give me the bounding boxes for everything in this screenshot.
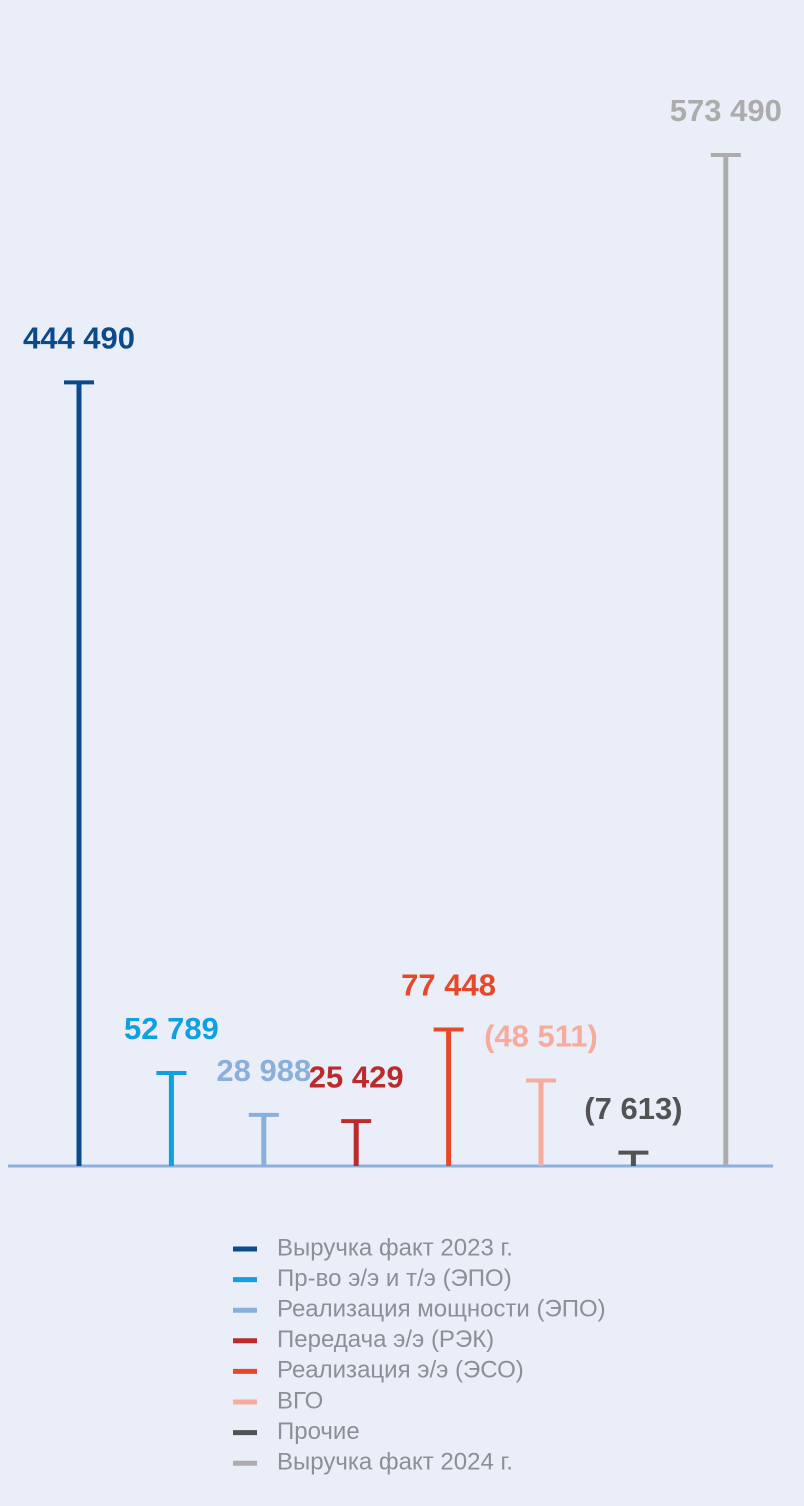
legend-text: Прочие bbox=[277, 1418, 360, 1445]
legend-text: Передача э/э (РЭК) bbox=[277, 1326, 494, 1353]
value-label: 77 448 bbox=[401, 968, 496, 1003]
value-label: 573 490 bbox=[670, 93, 782, 128]
value-label: (7 613) bbox=[584, 1091, 682, 1126]
legend-text: ВГО bbox=[277, 1387, 323, 1414]
value-label: 28 988 bbox=[216, 1053, 311, 1088]
legend-text: Выручка факт 2024 г. bbox=[277, 1449, 513, 1476]
value-label: 52 789 bbox=[124, 1011, 219, 1046]
legend-text: Реализация э/э (ЭСО) bbox=[277, 1357, 524, 1384]
legend-text: Выручка факт 2023 г. bbox=[277, 1234, 513, 1261]
value-label: (48 511) bbox=[484, 1019, 598, 1054]
value-label: 444 490 bbox=[23, 321, 135, 356]
legend-text: Реализация мощности (ЭПО) bbox=[277, 1296, 606, 1323]
legend-text: Пр-во э/э и т/э (ЭПО) bbox=[277, 1265, 512, 1292]
value-label: 25 429 bbox=[309, 1059, 404, 1094]
